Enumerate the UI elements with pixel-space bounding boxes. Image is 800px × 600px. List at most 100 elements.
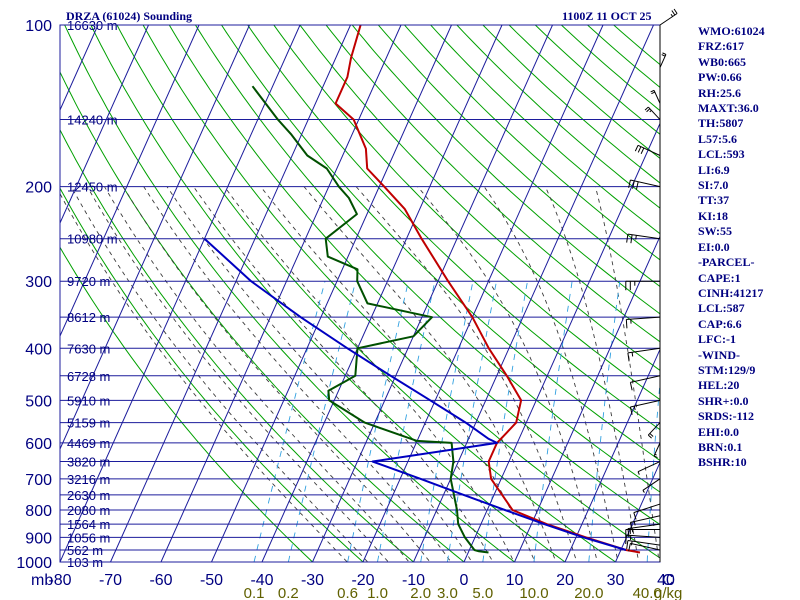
dry-adiabat-line (90, 25, 566, 562)
pressure-tick-label: 900 (25, 530, 52, 547)
sounding-time: 1100Z 11 OCT 25 (562, 9, 652, 23)
dry-adiabat-line (351, 25, 660, 315)
temperature-tick-label: 10 (506, 572, 524, 589)
index-item: -WIND- (698, 347, 740, 362)
wind-barb-feather (630, 234, 633, 244)
height-label: 1056 m (67, 530, 110, 545)
dry-adiabat-line (403, 25, 660, 261)
wind-barb-shaft (659, 54, 667, 68)
wind-barb (627, 347, 661, 362)
index-item: WMO:61024 (698, 24, 765, 38)
pressure-tick-label: 400 (25, 341, 52, 358)
wind-barb-half-feather (633, 521, 636, 526)
wind-barb (650, 89, 661, 104)
moist-adiabat-line (104, 186, 410, 562)
height-label: 4469 m (67, 436, 110, 451)
dry-adiabat-line (247, 25, 660, 431)
height-label: 7630 m (67, 341, 110, 356)
mixing-ratio-label: 40.0 (633, 585, 662, 600)
dry-adiabat-line (60, 128, 415, 562)
wind-barb-shaft (630, 542, 661, 551)
wind-barb (653, 442, 661, 458)
index-item: LFC:-1 (698, 332, 736, 347)
wind-barb-half-feather (670, 13, 674, 17)
wind-barb-feather (673, 8, 678, 14)
height-label: 5910 m (67, 393, 110, 408)
moist-adiabat-line (143, 186, 452, 562)
wind-barb (626, 540, 661, 550)
index-item: KI:18 (698, 208, 728, 223)
mixing-ratio-line (420, 281, 474, 562)
isotherm-line (564, 348, 660, 562)
wind-barb-shaft (630, 375, 661, 383)
wind-barb-shaft (642, 478, 661, 491)
index-item: FRZ:617 (698, 39, 744, 54)
pressure-tick-label: 200 (25, 180, 52, 197)
pressure-tick-label: 600 (25, 436, 52, 453)
wind-barb-half-feather (654, 453, 657, 456)
moist-adiabat-line (303, 186, 557, 562)
dry-adiabat-line (60, 70, 465, 562)
index-item: BSHR:10 (698, 455, 747, 470)
wind-barb-half-feather (635, 235, 637, 240)
wind-barb (625, 280, 660, 291)
dewpoint-line (251, 85, 489, 554)
height-label: 10980 m (67, 232, 118, 247)
index-item: L57:5.6 (698, 131, 737, 146)
wind-barb-feather (633, 512, 637, 520)
wind-barb-feather (671, 10, 676, 16)
isotherm-line (60, 25, 250, 451)
index-item: HEL:20 (698, 378, 740, 393)
mixing-ratio-label: 5.0 (472, 585, 493, 600)
mixing-ratio-line (287, 281, 357, 562)
wind-barb-column (625, 8, 678, 562)
dry-adiabat-line (482, 25, 660, 184)
isotherm-line (60, 25, 200, 338)
wind-barb (626, 233, 661, 244)
wind-barb (634, 144, 661, 156)
index-item: EHI:0.0 (698, 424, 740, 439)
height-label: 6728 m (67, 369, 110, 384)
temperature-tick-label: 20 (556, 572, 574, 589)
isotherm-line (261, 25, 503, 562)
wind-barb-shaft (637, 144, 661, 156)
wind-barb-feather (632, 180, 635, 189)
index-item: LI:6.9 (698, 162, 730, 177)
isotherm-line (312, 25, 553, 562)
mixing-ratio-line (482, 281, 528, 562)
moist-adiabat-line (60, 192, 348, 562)
wind-barb-feather (627, 352, 630, 362)
dry-adiabat-line (60, 246, 314, 562)
temperature-tick-label: -50 (200, 572, 223, 589)
mixing-ratio-line (588, 281, 621, 562)
wind-barb-feather (644, 106, 649, 111)
index-item: PW:0.66 (698, 70, 742, 85)
wind-barb-feather (661, 54, 666, 57)
index-item: TH:5807 (698, 116, 744, 131)
mixing-ratio-label: 1.0 (367, 585, 388, 600)
index-item: CAPE:1 (698, 270, 741, 285)
moist-adiabat-line (594, 186, 660, 562)
mixing-ratio-label: 0.6 (337, 585, 358, 600)
pressure-tick-label: 1000 (16, 555, 52, 572)
pressure-tick-label: 300 (25, 274, 52, 291)
wind-barb (642, 478, 661, 493)
dry-adiabat-line (456, 25, 660, 209)
wind-barb (659, 8, 678, 26)
index-item: EI:0.0 (698, 239, 730, 254)
moist-adiabat-line (70, 186, 369, 562)
isotherm-line (60, 25, 301, 562)
dry-adiabat-line (60, 187, 364, 562)
temperature-tick-label: -20 (351, 572, 374, 589)
wind-barb-half-feather (631, 352, 634, 357)
wind-barb-feather (662, 52, 667, 55)
wind-barb-feather (650, 89, 655, 93)
wind-barb-feather (640, 147, 645, 154)
dry-adiabat-line (377, 25, 660, 288)
dry-adiabat-line (430, 25, 660, 235)
index-item: SHR+:0.0 (698, 393, 749, 408)
wind-barb-shaft (626, 534, 661, 538)
temperature-unit-label: C (662, 572, 674, 589)
